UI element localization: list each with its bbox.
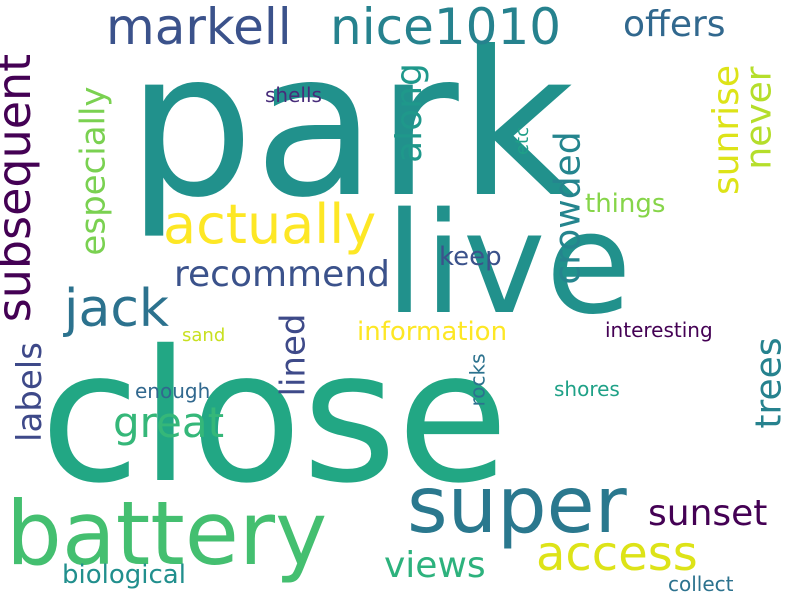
word-great: great [113, 398, 225, 447]
word-live: live [385, 183, 632, 346]
word-sunset: sunset [648, 493, 768, 534]
word-offers: offers [623, 4, 726, 45]
word-close: close [40, 311, 509, 523]
word-subsequent: subsequent [0, 53, 42, 323]
word-biological: biological [62, 560, 186, 590]
word-sand: sand [182, 325, 226, 346]
word-markell: markell [106, 0, 292, 56]
word-collect: collect [668, 572, 734, 596]
word-never: never [738, 66, 780, 170]
word-etc: etc [512, 126, 534, 156]
word-interesting: interesting [605, 318, 713, 342]
word-super: super [407, 461, 627, 551]
word-trees: trees [748, 337, 790, 429]
word-actually: actually [163, 193, 377, 256]
word-rocks: rocks [465, 353, 490, 407]
word-along: along [388, 63, 430, 163]
word-things: things [585, 189, 666, 219]
word-views: views [384, 545, 486, 586]
word-nice1010: nice1010 [330, 0, 562, 56]
word-lined: lined [273, 313, 314, 397]
word-information: information [357, 317, 508, 347]
word-labels: labels [9, 342, 50, 442]
word-shells: shells [265, 83, 322, 107]
word-park: park [127, 9, 575, 242]
word-shores: shores [554, 377, 620, 401]
word-jack: jack [64, 279, 170, 339]
word-crowded: crowded [547, 131, 589, 285]
word-enough: enough [135, 379, 211, 403]
word-battery: battery [6, 482, 328, 585]
word-especially: especially [73, 86, 114, 256]
word-keep: keep [439, 242, 502, 272]
word-recommend: recommend [174, 254, 390, 295]
word-access: access [536, 526, 698, 582]
